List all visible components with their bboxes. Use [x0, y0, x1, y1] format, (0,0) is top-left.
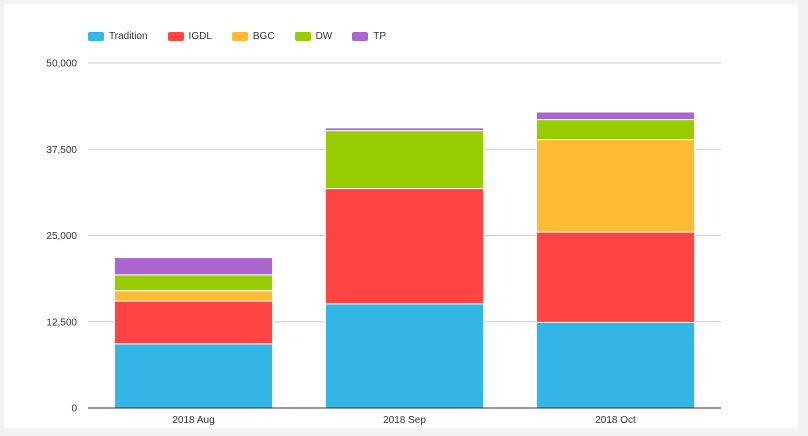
legend-item-tp[interactable]: TP: [352, 31, 386, 42]
bar-tp-3: [535, 111, 696, 121]
legend-label: Tradition: [109, 31, 148, 42]
bar-bgc-3: [535, 139, 696, 233]
bar-dw-1: [113, 274, 274, 292]
legend-item-igdl[interactable]: IGDL: [167, 31, 212, 42]
legend-item-tradition[interactable]: Tradition: [88, 31, 148, 42]
legend-swatch: [294, 32, 311, 41]
bar-tp-1: [113, 257, 274, 276]
bar-dw-2: [324, 130, 485, 190]
bar-tp-2: [324, 127, 485, 132]
legend-swatch: [352, 32, 369, 41]
legend-label: BGC: [252, 31, 275, 42]
bar-dw-3: [535, 119, 696, 141]
legend-item-dw[interactable]: DW: [294, 31, 333, 42]
bar-igdl-2: [324, 188, 485, 305]
chart-legend: Tradition IGDL BGC DW TP: [88, 31, 406, 42]
y-tick-label: 12,500: [46, 317, 77, 328]
legend-label: TP: [373, 31, 387, 42]
stacked-bar-chart: 0 12,500 25,000 37,500 50,000 2018 Aug 2018 Se…: [46, 59, 721, 426]
legend-label: IGDL: [188, 31, 212, 42]
x-tick-label: 2018 Aug: [172, 415, 214, 426]
bar-tradition-3: [535, 321, 696, 409]
bar-igdl-3: [535, 231, 696, 323]
legend-swatch: [88, 32, 104, 41]
x-tick-label: 2018 Sep: [383, 415, 426, 426]
legend-label: DW: [315, 31, 333, 42]
bar-tradition-1: [113, 343, 274, 409]
legend-swatch: [167, 32, 184, 41]
x-tick-label: 2018 Oct: [595, 415, 636, 426]
bar-igdl-1: [113, 300, 274, 345]
y-tick-label: 0: [71, 404, 77, 415]
bar-tradition-2: [324, 303, 485, 409]
y-tick-label: 37,500: [46, 145, 77, 156]
chart-card: Tradition IGDL BGC DW TP 0 12,500 25,000 37,500…: [4, 4, 798, 428]
legend-swatch: [231, 32, 248, 41]
legend-item-bgc[interactable]: BGC: [231, 31, 275, 42]
y-tick-label: 50,000: [46, 59, 77, 70]
y-tick-label: 25,000: [46, 231, 77, 242]
bar-bgc-1: [113, 290, 274, 302]
